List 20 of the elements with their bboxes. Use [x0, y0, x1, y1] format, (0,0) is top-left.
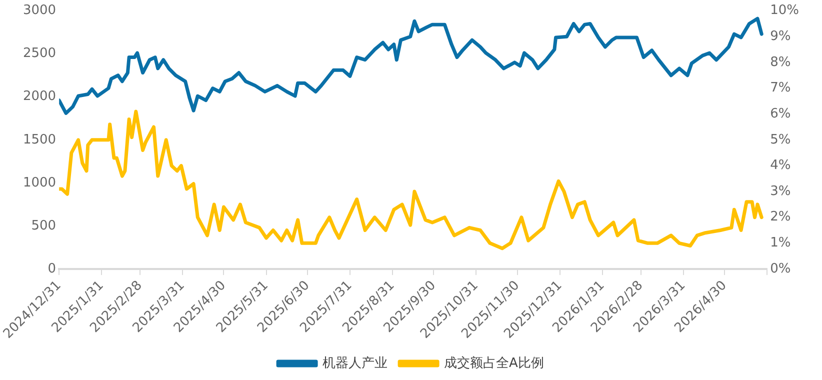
y2-tick-label: 9%: [770, 28, 791, 44]
y2-tick-label: 6%: [770, 106, 791, 122]
y2-tick-label: 3%: [770, 184, 791, 199]
y2-tick-label: 8%: [770, 54, 791, 70]
y2-tick-label: 10%: [770, 3, 800, 18]
y2-tick-label: 0%: [770, 261, 791, 276]
y2-tick-label: 7%: [770, 80, 791, 96]
y2-tick-label: 5%: [770, 132, 791, 148]
y-tick-label: 3000: [22, 3, 56, 18]
y-tick-label: 2500: [22, 46, 56, 62]
y-tick-label: 1000: [22, 175, 56, 190]
y-tick-label: 0: [48, 261, 56, 276]
legend-label: 机器人产业: [322, 356, 388, 371]
y-tick-label: 1500: [22, 132, 56, 148]
y2-tick-label: 1%: [770, 236, 791, 251]
y2-tick-label: 4%: [770, 158, 791, 174]
y-tick-label: 2000: [22, 89, 56, 104]
legend-label: 成交额占全A比例: [444, 354, 544, 371]
y2-tick-label: 2%: [770, 210, 791, 225]
y-tick-label: 500: [31, 218, 56, 234]
